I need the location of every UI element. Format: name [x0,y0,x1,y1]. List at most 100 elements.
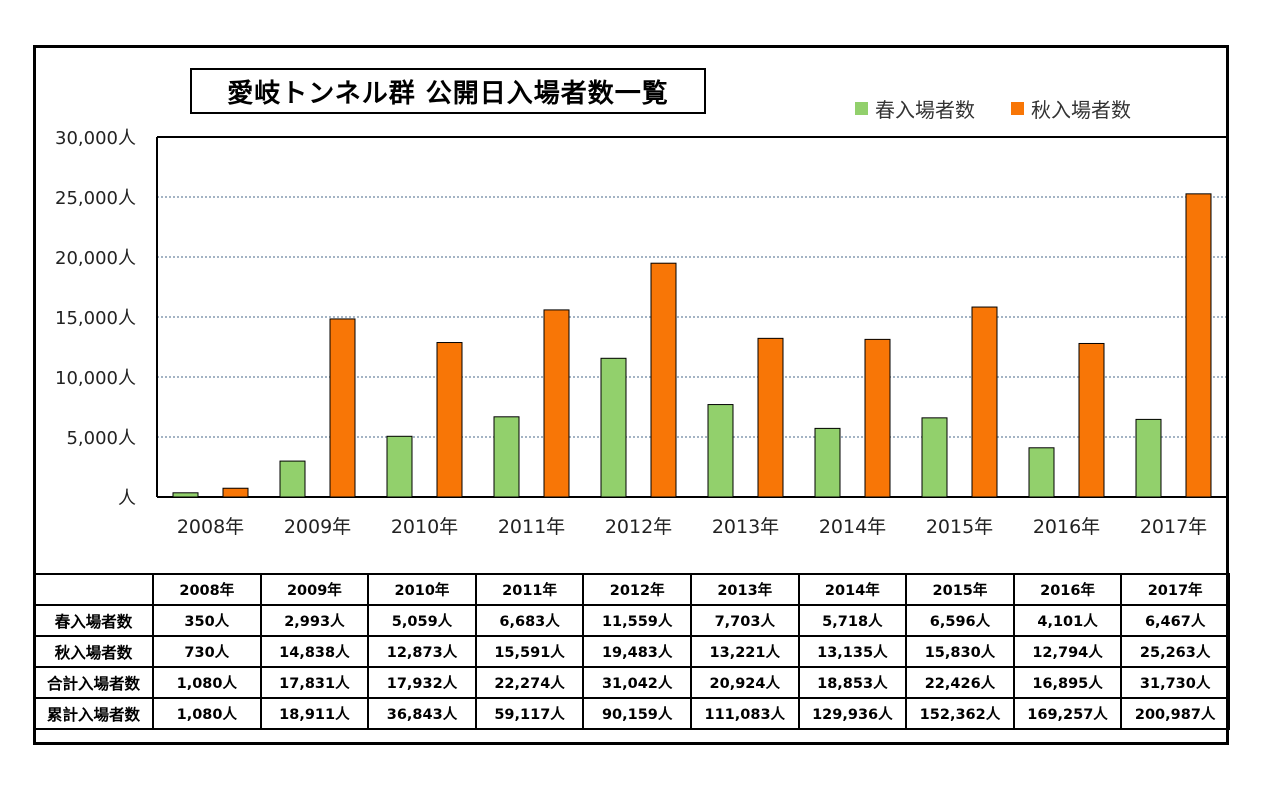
table-cell: 15,830人 [905,635,1015,668]
x-tick-label: 2009年 [284,516,351,538]
x-tick-label: 2014年 [819,516,886,538]
bar-spring [386,435,413,498]
table-cell: 25,263人 [1120,635,1230,668]
table-cell: 5,718人 [797,604,908,637]
table-cell: 17,831人 [259,666,370,699]
table-cell: 18,853人 [797,666,908,699]
table-cell: 22,426人 [905,666,1015,699]
table-cell: 5,059人 [367,604,477,637]
table-cell: 152,362人 [905,697,1015,730]
x-tick-label: 2013年 [712,516,779,538]
x-tick-label: 2010年 [391,516,458,538]
y-tick-label: 10,000人 [55,368,136,389]
x-tick-label: 2012年 [605,516,672,538]
table-column-header: 2011年 [474,573,585,606]
bar-autumn [436,342,463,498]
table-column-header: 2012年 [582,573,692,606]
y-tick-label: 25,000人 [55,188,136,209]
table-cell: 1,080人 [152,666,262,699]
table-row: 秋入場者数 730人 14,838人 12,873人 15,591人 19,483人 13,… [33,635,1230,668]
table-cell: 169,257人 [1012,697,1123,730]
table-cell: 6,596人 [905,604,1015,637]
table-row-label: 累計入場者数 [33,697,154,730]
bar-spring [600,357,627,498]
table-cell: 15,591人 [474,635,585,668]
table-row-label: 秋入場者数 [33,635,154,668]
table-column-header: 2016年 [1012,573,1123,606]
table-row: 合計入場者数 1,080人 17,831人 17,932人 22,274人 31,042人… [33,666,1230,699]
bar-spring [1028,447,1055,498]
y-tick-label: 30,000人 [55,128,136,149]
x-tick-label: 2011年 [498,516,565,538]
y-tick-label: 5,000人 [66,428,136,449]
legend-swatch-spring [855,102,868,115]
legend-item-autumn: 秋入場者数 [1011,94,1131,123]
bar-autumn [864,338,891,498]
x-tick-label: 2008年 [177,516,244,538]
y-tick-label: 20,000人 [55,248,136,269]
bar-autumn [543,309,570,498]
table-cell: 2,993人 [259,604,370,637]
bar-autumn [971,306,998,498]
table-cell: 7,703人 [689,604,800,637]
data-table: 2008年 2009年 2010年 2011年 2012年 2013年 2014年 2015年… [33,573,1230,730]
legend-item-spring: 春入場者数 [855,94,975,123]
table-column-header: 2014年 [797,573,908,606]
table-cell: 20,924人 [689,666,800,699]
bar-autumn [757,337,784,498]
table-column-header: 2015年 [905,573,1015,606]
table-cell: 6,467人 [1120,604,1230,637]
table-cell: 13,221人 [689,635,800,668]
table-cell: 11,559人 [582,604,692,637]
table-cell: 14,838人 [259,635,370,668]
table-cell: 111,083人 [689,697,800,730]
table-column-header: 2010年 [367,573,477,606]
table-cell: 31,730人 [1120,666,1230,699]
table-cell: 36,843人 [367,697,477,730]
legend-swatch-autumn [1011,102,1024,115]
table-row-label: 合計入場者数 [33,666,154,699]
table-row: 春入場者数 350人 2,993人 5,059人 6,683人 11,559人 7,703人… [33,604,1230,637]
table-cell: 1,080人 [152,697,262,730]
table-row-label: 春入場者数 [33,604,154,637]
table-cell: 730人 [152,635,262,668]
bar-spring [493,416,520,498]
bar-autumn [222,487,249,498]
table-header-row: 2008年 2009年 2010年 2011年 2012年 2013年 2014年 2015年… [33,573,1230,606]
table-cell: 22,274人 [474,666,585,699]
bar-autumn [1078,342,1105,498]
bar-spring [1135,418,1162,498]
table-cell: 200,987人 [1120,697,1230,730]
y-tick-label: 人 [118,488,136,509]
bar-spring [921,417,948,498]
table-cell: 17,932人 [367,666,477,699]
table-column-header: 2009年 [259,573,370,606]
table-column-header: 2008年 [152,573,262,606]
y-tick-label: 15,000人 [55,308,136,329]
table-cell: 12,873人 [367,635,477,668]
table-cell: 59,117人 [474,697,585,730]
table-cell: 16,895人 [1012,666,1123,699]
chart-legend: 春入場者数 秋入場者数 [855,94,1167,123]
bar-spring [707,404,734,498]
table-cell: 129,936人 [797,697,908,730]
table-cell: 4,101人 [1012,604,1123,637]
table-column-header: 2013年 [689,573,800,606]
table-cell: 19,483人 [582,635,692,668]
table-cell: 6,683人 [474,604,585,637]
table-cell: 13,135人 [797,635,908,668]
table-cell: 12,794人 [1012,635,1123,668]
x-tick-label: 2016年 [1033,516,1100,538]
x-tick-label: 2017年 [1140,516,1207,538]
chart-title: 愛岐トンネル群 公開日入場者数一覧 [190,68,706,114]
table-row: 累計入場者数 1,080人 18,911人 36,843人 59,117人 90,159人… [33,697,1230,730]
legend-label-autumn: 秋入場者数 [1031,98,1131,122]
table-cell: 31,042人 [582,666,692,699]
table-column-header: 2017年 [1120,573,1230,606]
table-cell: 90,159人 [582,697,692,730]
table-cell: 18,911人 [259,697,370,730]
bar-autumn [1185,193,1212,498]
bar-spring [814,427,841,498]
x-tick-label: 2015年 [926,516,993,538]
